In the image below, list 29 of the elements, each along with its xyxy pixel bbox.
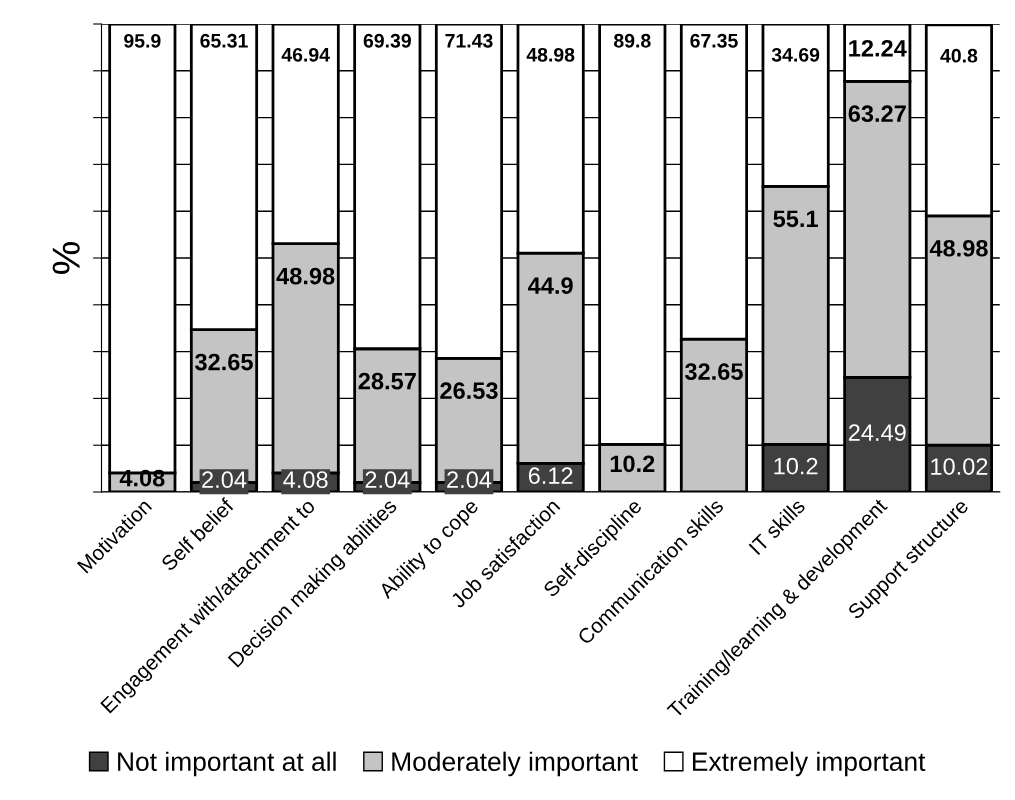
data-label: 89.8 (614, 33, 651, 48)
y-axis-title: % (52, 242, 80, 274)
data-label: 32.65 (684, 363, 743, 380)
data-label: 34.69 (771, 47, 820, 62)
data-label: 71.43 (445, 33, 493, 48)
data-label: 44.9 (528, 277, 573, 294)
legend-label: Not important at all (118, 751, 336, 777)
data-label: 10.02 (931, 458, 988, 475)
data-label: 69.39 (363, 33, 411, 48)
data-label: 65.31 (200, 33, 248, 48)
data-label: 10.2 (610, 455, 655, 473)
data-label: 95.9 (124, 33, 161, 48)
legend-label: Extremely important (692, 751, 926, 777)
data-label: 55.1 (773, 210, 818, 228)
data-label: 40.8 (940, 48, 978, 63)
data-label: 67.35 (690, 33, 738, 48)
data-label: 32.65 (194, 353, 253, 371)
data-label: 48.98 (276, 267, 335, 285)
data-label: 63.27 (848, 105, 906, 123)
data-label: 10.2 (774, 457, 818, 475)
data-label: 28.57 (358, 372, 416, 390)
data-label: 46.94 (281, 47, 330, 62)
data-label: 12.24 (849, 39, 907, 57)
data-label: 26.53 (440, 382, 498, 400)
legend-label: Moderately important (392, 751, 638, 777)
data-label: 6.12 (528, 467, 573, 485)
data-label: 48.98 (929, 239, 988, 257)
data-label: 24.49 (848, 424, 906, 442)
data-label: 48.98 (526, 47, 575, 62)
